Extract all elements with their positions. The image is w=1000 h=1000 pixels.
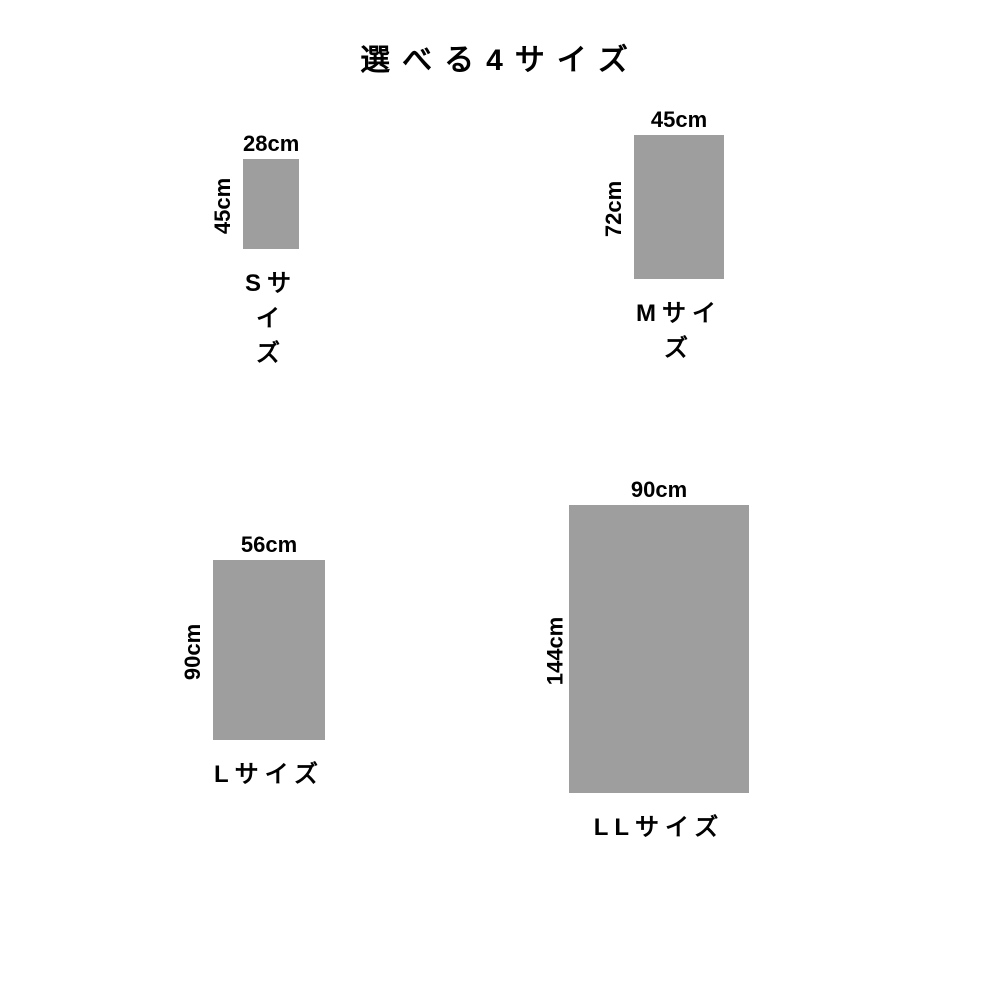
size-item-ll: 90cm 144cm LLサイズ bbox=[569, 505, 749, 842]
name-label-m: Mサイズ bbox=[634, 293, 724, 363]
width-label-ll: 90cm bbox=[569, 477, 749, 503]
width-label-m: 45cm bbox=[634, 107, 724, 133]
name-label-ll: LLサイズ bbox=[569, 807, 749, 842]
width-label-l: 56cm bbox=[213, 532, 325, 558]
size-rect-l: 56cm 90cm bbox=[213, 560, 325, 740]
size-item-m: 45cm 72cm Mサイズ bbox=[634, 135, 724, 363]
name-label-l: Lサイズ bbox=[213, 754, 325, 789]
size-rect-s: 28cm 45cm bbox=[243, 159, 299, 249]
height-label-ll: 144cm bbox=[542, 617, 568, 686]
name-label-s: Sサイズ bbox=[243, 263, 299, 368]
height-label-s: 45cm bbox=[210, 178, 236, 234]
height-label-m: 72cm bbox=[601, 181, 627, 237]
page-title: 選べる4サイズ bbox=[0, 0, 1000, 79]
size-rect-ll: 90cm 144cm bbox=[569, 505, 749, 793]
height-label-l: 90cm bbox=[180, 624, 206, 680]
width-label-s: 28cm bbox=[243, 131, 299, 157]
size-item-l: 56cm 90cm Lサイズ bbox=[213, 560, 325, 789]
size-item-s: 28cm 45cm Sサイズ bbox=[243, 159, 299, 368]
size-rect-m: 45cm 72cm bbox=[634, 135, 724, 279]
